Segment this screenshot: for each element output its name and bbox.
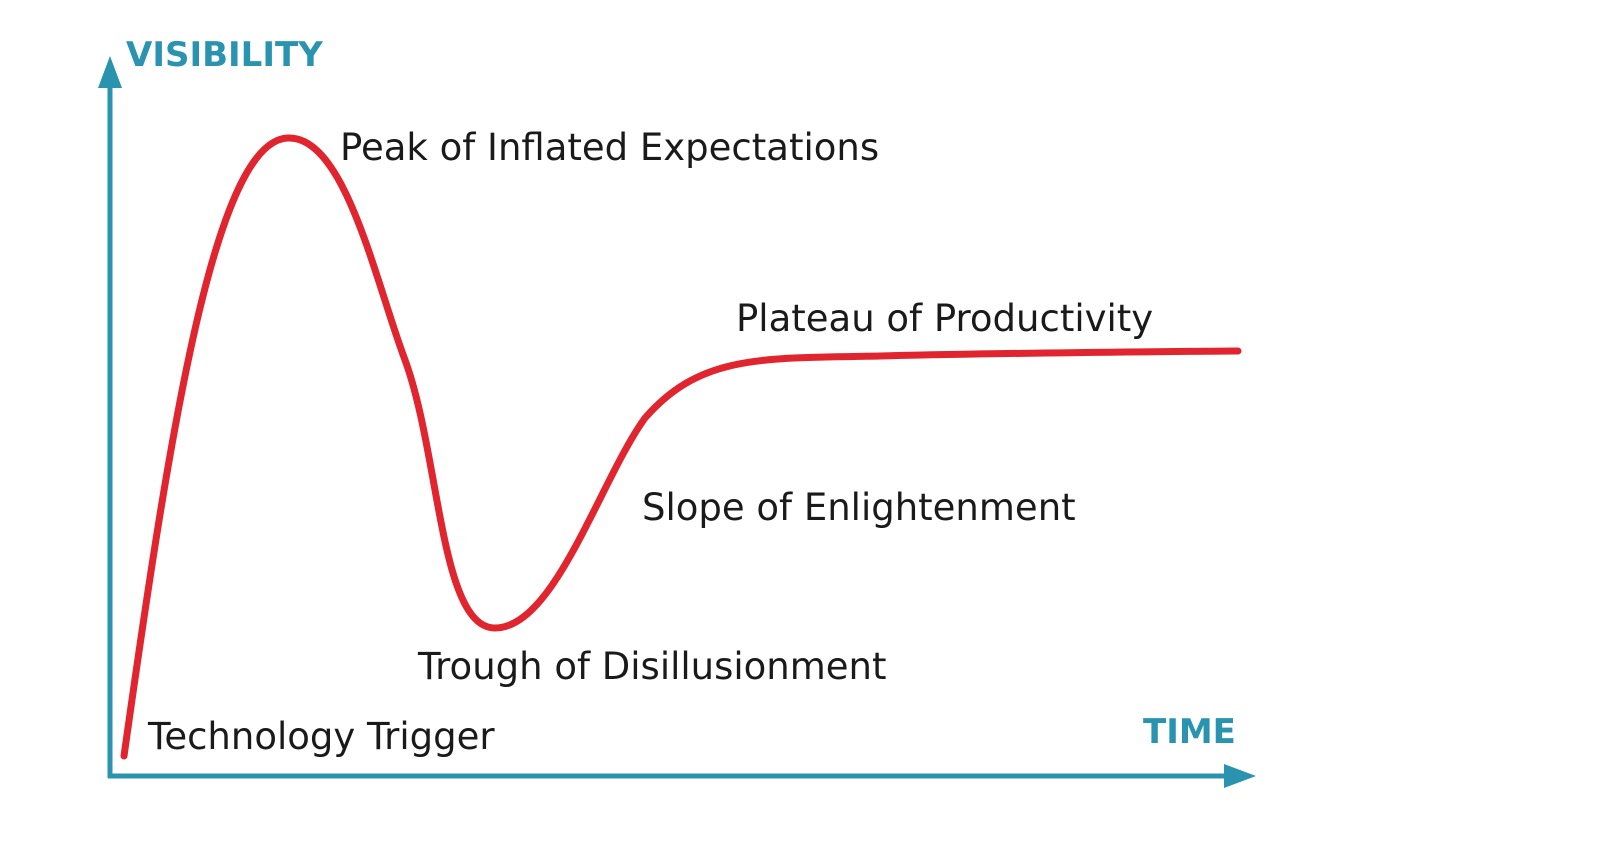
phase-label-slope: Slope of Enlightenment: [642, 486, 1076, 529]
x-axis-title: TIME: [1143, 712, 1236, 752]
phase-label-plateau: Plateau of Productivity: [736, 297, 1153, 340]
y-axis-title: VISIBILITY: [126, 35, 323, 75]
hype-curve: [120, 134, 1242, 760]
phase-label-trough: Trough of Disillusionment: [417, 645, 887, 688]
y-axis-arrow-icon: [98, 56, 122, 88]
phase-label-trigger: Technology Trigger: [147, 715, 495, 758]
phase-label-peak: Peak of Inflated Expectations: [340, 126, 879, 169]
x-axis-arrow-icon: [1224, 764, 1256, 788]
